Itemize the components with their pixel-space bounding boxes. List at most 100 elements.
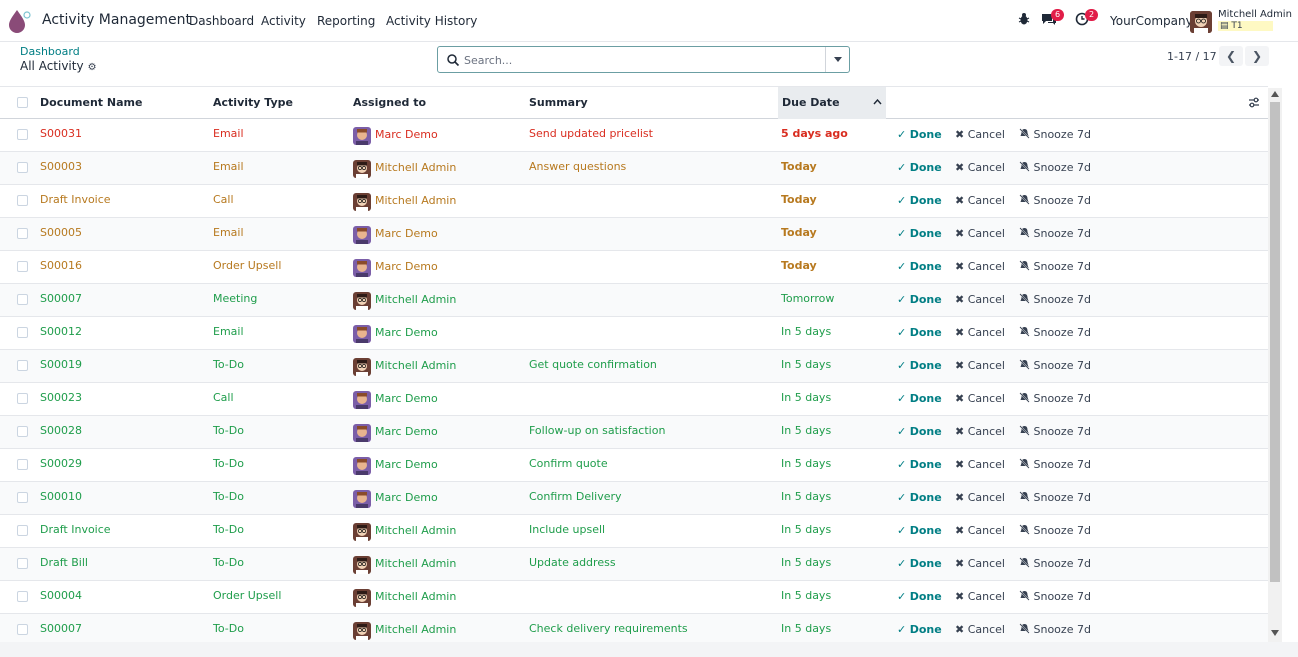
table-row[interactable]: S00007 Meeting Mitchell Admin Tomorrow ✓ Don… <box>0 284 1268 317</box>
row-checkbox[interactable] <box>17 360 28 371</box>
search-options-toggle[interactable] <box>825 47 849 72</box>
done-button[interactable]: ✓ Done <box>897 293 942 306</box>
cancel-button[interactable]: ✖ Cancel <box>955 293 1005 306</box>
assigned-to[interactable]: Marc Demo <box>375 227 438 240</box>
column-due-date[interactable]: Due Date <box>778 87 886 119</box>
done-button[interactable]: ✓ Done <box>897 392 942 405</box>
table-row[interactable]: S00010 To-Do Marc Demo Confirm Delivery In 5… <box>0 482 1268 515</box>
table-row[interactable]: Draft Bill To-Do Mitchell Admin Update addr… <box>0 548 1268 581</box>
table-row[interactable]: S00029 To-Do Marc Demo Confirm quote In 5 da… <box>0 449 1268 482</box>
document-name[interactable]: S00019 <box>40 358 82 371</box>
done-button[interactable]: ✓ Done <box>897 359 942 372</box>
cancel-button[interactable]: ✖ Cancel <box>955 359 1005 372</box>
done-button[interactable]: ✓ Done <box>897 491 942 504</box>
row-checkbox[interactable] <box>17 624 28 635</box>
cancel-button[interactable]: ✖ Cancel <box>955 392 1005 405</box>
table-row[interactable]: S00031 Email Marc Demo Send updated priceli… <box>0 119 1268 152</box>
cancel-button[interactable]: ✖ Cancel <box>955 194 1005 207</box>
breadcrumb-dashboard[interactable]: Dashboard <box>20 45 80 58</box>
snooze-button[interactable]: Snooze 7d <box>1019 359 1091 372</box>
user-name[interactable]: Mitchell Admin <box>1218 9 1292 20</box>
row-checkbox[interactable] <box>17 591 28 602</box>
done-button[interactable]: ✓ Done <box>897 458 942 471</box>
app-title[interactable]: Activity Management <box>42 12 192 28</box>
pager-previous-button[interactable]: ❮ <box>1219 46 1243 66</box>
document-name[interactable]: Draft Invoice <box>40 193 111 206</box>
assigned-to[interactable]: Mitchell Admin <box>375 161 457 174</box>
assigned-to[interactable]: Marc Demo <box>375 392 438 405</box>
menu-activity[interactable]: Activity <box>261 14 306 28</box>
assigned-to[interactable]: Mitchell Admin <box>375 194 457 207</box>
document-name[interactable]: S00007 <box>40 292 82 305</box>
assigned-to[interactable]: Mitchell Admin <box>375 623 457 636</box>
table-row[interactable]: S00004 Order Upsell Mitchell Admin In 5 day… <box>0 581 1268 614</box>
assigned-to[interactable]: Mitchell Admin <box>375 359 457 372</box>
snooze-button[interactable]: Snooze 7d <box>1019 425 1091 438</box>
snooze-button[interactable]: Snooze 7d <box>1019 326 1091 339</box>
row-checkbox[interactable] <box>17 426 28 437</box>
row-checkbox[interactable] <box>17 525 28 536</box>
vertical-scrollbar[interactable] <box>1268 88 1282 642</box>
user-avatar[interactable] <box>1190 11 1212 33</box>
row-checkbox[interactable] <box>17 162 28 173</box>
table-row[interactable]: S00023 Call Marc Demo In 5 days ✓ Done ✖ Canc… <box>0 383 1268 416</box>
activities-clock-icon[interactable]: 2 <box>1075 9 1098 29</box>
document-name[interactable]: S00012 <box>40 325 82 338</box>
row-checkbox[interactable] <box>17 558 28 569</box>
done-button[interactable]: ✓ Done <box>897 194 942 207</box>
cancel-button[interactable]: ✖ Cancel <box>955 161 1005 174</box>
cancel-button[interactable]: ✖ Cancel <box>955 425 1005 438</box>
assigned-to[interactable]: Marc Demo <box>375 458 438 471</box>
table-row[interactable]: S00007 To-Do Mitchell Admin Check delivery … <box>0 614 1268 642</box>
done-button[interactable]: ✓ Done <box>897 161 942 174</box>
table-row[interactable]: Draft Invoice Call Mitchell Admin Today ✓ Do… <box>0 185 1268 218</box>
column-document-name[interactable]: Document Name <box>40 96 143 109</box>
snooze-button[interactable]: Snooze 7d <box>1019 293 1091 306</box>
assigned-to[interactable]: Marc Demo <box>375 260 438 273</box>
optional-columns-icon[interactable] <box>1248 97 1260 109</box>
done-button[interactable]: ✓ Done <box>897 557 942 570</box>
scrollbar-thumb[interactable] <box>1270 102 1280 582</box>
document-name[interactable]: Draft Bill <box>40 556 88 569</box>
document-name[interactable]: S00010 <box>40 490 82 503</box>
document-name[interactable]: S00005 <box>40 226 82 239</box>
menu-reporting[interactable]: Reporting <box>317 14 376 28</box>
select-all-checkbox[interactable] <box>17 97 28 108</box>
pager-value[interactable]: 1-17 / 17 <box>1167 50 1217 63</box>
scroll-down-icon[interactable] <box>1271 630 1279 636</box>
snooze-button[interactable]: Snooze 7d <box>1019 260 1091 273</box>
snooze-button[interactable]: Snooze 7d <box>1019 491 1091 504</box>
done-button[interactable]: ✓ Done <box>897 590 942 603</box>
document-name[interactable]: S00028 <box>40 424 82 437</box>
document-name[interactable]: S00031 <box>40 127 82 140</box>
table-row[interactable]: Draft Invoice To-Do Mitchell Admin Include … <box>0 515 1268 548</box>
document-name[interactable]: Draft Invoice <box>40 523 111 536</box>
table-row[interactable]: S00003 Email Mitchell Admin Answer question… <box>0 152 1268 185</box>
done-button[interactable]: ✓ Done <box>897 623 942 636</box>
row-checkbox[interactable] <box>17 459 28 470</box>
assigned-to[interactable]: Mitchell Admin <box>375 293 457 306</box>
cancel-button[interactable]: ✖ Cancel <box>955 524 1005 537</box>
snooze-button[interactable]: Snooze 7d <box>1019 128 1091 141</box>
row-checkbox[interactable] <box>17 228 28 239</box>
pager-next-button[interactable]: ❯ <box>1245 46 1269 66</box>
cancel-button[interactable]: ✖ Cancel <box>955 590 1005 603</box>
menu-dashboard[interactable]: Dashboard <box>189 14 255 28</box>
snooze-button[interactable]: Snooze 7d <box>1019 458 1091 471</box>
assigned-to[interactable]: Marc Demo <box>375 491 438 504</box>
menu-activity-history[interactable]: Activity History <box>386 14 478 28</box>
done-button[interactable]: ✓ Done <box>897 227 942 240</box>
done-button[interactable]: ✓ Done <box>897 425 942 438</box>
done-button[interactable]: ✓ Done <box>897 524 942 537</box>
done-button[interactable]: ✓ Done <box>897 326 942 339</box>
document-name[interactable]: S00004 <box>40 589 82 602</box>
document-name[interactable]: S00007 <box>40 622 82 635</box>
snooze-button[interactable]: Snooze 7d <box>1019 194 1091 207</box>
done-button[interactable]: ✓ Done <box>897 128 942 141</box>
cancel-button[interactable]: ✖ Cancel <box>955 557 1005 570</box>
snooze-button[interactable]: Snooze 7d <box>1019 227 1091 240</box>
row-checkbox[interactable] <box>17 327 28 338</box>
row-checkbox[interactable] <box>17 393 28 404</box>
table-row[interactable]: S00028 To-Do Marc Demo Follow-up on satisfa… <box>0 416 1268 449</box>
table-row[interactable]: S00012 Email Marc Demo In 5 days ✓ Done ✖ Can… <box>0 317 1268 350</box>
